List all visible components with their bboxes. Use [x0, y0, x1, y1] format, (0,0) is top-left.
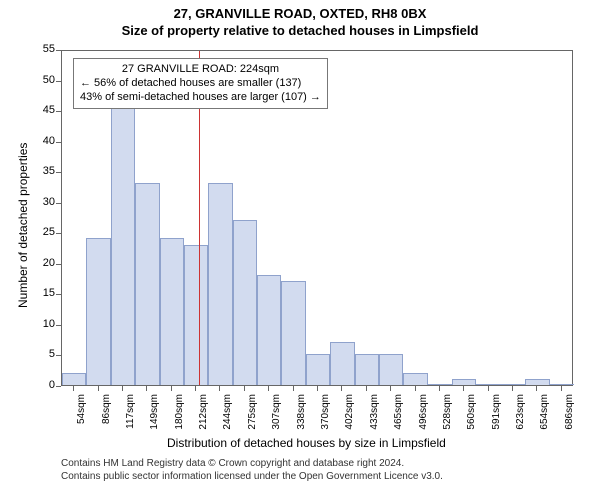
x-axis-label: Distribution of detached houses by size …	[167, 436, 446, 450]
y-axis-label: Number of detached properties	[16, 143, 30, 308]
x-tick	[195, 386, 196, 391]
y-tick-label: 20	[31, 257, 55, 269]
y-tick	[56, 111, 61, 112]
histogram-bar	[379, 354, 403, 385]
y-tick	[56, 203, 61, 204]
x-tick-label: 370sqm	[320, 394, 331, 434]
y-tick-label: 10	[31, 318, 55, 330]
histogram-bar	[403, 373, 427, 385]
x-tick-label: 212sqm	[198, 394, 209, 434]
histogram-bar	[86, 238, 110, 385]
x-tick-label: 307sqm	[271, 394, 282, 434]
x-tick-label: 149sqm	[149, 394, 160, 434]
y-tick-label: 25	[31, 226, 55, 238]
x-tick	[536, 386, 537, 391]
histogram-bar	[184, 245, 208, 386]
x-tick	[293, 386, 294, 391]
x-tick	[268, 386, 269, 391]
x-tick	[122, 386, 123, 391]
y-tick	[56, 264, 61, 265]
y-tick-label: 15	[31, 287, 55, 299]
footer-line-1: Contains HM Land Registry data © Crown c…	[61, 458, 404, 469]
histogram-bar	[111, 86, 135, 385]
x-tick	[317, 386, 318, 391]
x-tick-label: 180sqm	[174, 394, 185, 434]
histogram-bar	[428, 384, 452, 385]
x-tick-label: 338sqm	[296, 394, 307, 434]
x-tick-label: 465sqm	[393, 394, 404, 434]
histogram-bar	[330, 342, 354, 385]
histogram-bar	[452, 379, 476, 385]
x-tick-label: 623sqm	[515, 394, 526, 434]
y-tick	[56, 294, 61, 295]
histogram-bar	[233, 220, 257, 385]
x-tick	[98, 386, 99, 391]
x-tick-label: 275sqm	[247, 394, 258, 434]
y-tick-label: 40	[31, 135, 55, 147]
y-tick	[56, 386, 61, 387]
x-tick	[341, 386, 342, 391]
x-tick-label: 654sqm	[539, 394, 550, 434]
histogram-bar	[476, 384, 500, 385]
annotation-box: 27 GRANVILLE ROAD: 224sqm← 56% of detach…	[73, 58, 328, 109]
x-tick	[415, 386, 416, 391]
x-tick	[73, 386, 74, 391]
histogram-bar	[208, 183, 232, 385]
footer-line-2: Contains public sector information licen…	[61, 471, 443, 482]
y-tick	[56, 50, 61, 51]
x-tick	[219, 386, 220, 391]
y-tick-label: 35	[31, 165, 55, 177]
y-tick	[56, 81, 61, 82]
x-tick-label: 402sqm	[344, 394, 355, 434]
x-tick	[512, 386, 513, 391]
y-tick-label: 50	[31, 74, 55, 86]
histogram-bar	[160, 238, 184, 385]
x-tick-label: 686sqm	[564, 394, 575, 434]
x-tick-label: 54sqm	[76, 394, 87, 434]
x-tick-label: 244sqm	[222, 394, 233, 434]
x-tick	[463, 386, 464, 391]
y-tick	[56, 325, 61, 326]
y-tick-label: 55	[31, 43, 55, 55]
x-tick	[244, 386, 245, 391]
histogram-bar	[257, 275, 281, 385]
histogram-bar	[306, 354, 330, 385]
x-tick	[561, 386, 562, 391]
y-tick-label: 45	[31, 104, 55, 116]
x-tick-label: 117sqm	[125, 394, 136, 434]
x-tick-label: 86sqm	[101, 394, 112, 434]
x-tick	[146, 386, 147, 391]
annotation-line: 27 GRANVILLE ROAD: 224sqm	[80, 63, 321, 77]
histogram-bar	[550, 384, 574, 385]
histogram-bar	[525, 379, 549, 385]
x-tick-label: 433sqm	[369, 394, 380, 434]
histogram-bar	[135, 183, 159, 385]
y-tick-label: 5	[31, 348, 55, 360]
histogram-bar	[355, 354, 379, 385]
x-tick-label: 560sqm	[466, 394, 477, 434]
histogram-bar	[281, 281, 305, 385]
y-tick-label: 0	[31, 379, 55, 391]
histogram-bar	[62, 373, 86, 385]
y-tick	[56, 233, 61, 234]
x-tick-label: 591sqm	[491, 394, 502, 434]
x-tick	[390, 386, 391, 391]
histogram-bar	[501, 384, 525, 385]
x-tick-label: 496sqm	[418, 394, 429, 434]
page-title-line2: Size of property relative to detached ho…	[0, 21, 600, 38]
x-tick-label: 528sqm	[442, 394, 453, 434]
y-tick	[56, 142, 61, 143]
x-tick	[171, 386, 172, 391]
annotation-line: 43% of semi-detached houses are larger (…	[80, 91, 321, 105]
annotation-line: ← 56% of detached houses are smaller (13…	[80, 77, 321, 91]
x-tick	[439, 386, 440, 391]
x-tick	[488, 386, 489, 391]
y-tick-label: 30	[31, 196, 55, 208]
y-tick	[56, 355, 61, 356]
y-tick	[56, 172, 61, 173]
x-tick	[366, 386, 367, 391]
page-title-line1: 27, GRANVILLE ROAD, OXTED, RH8 0BX	[0, 0, 600, 21]
